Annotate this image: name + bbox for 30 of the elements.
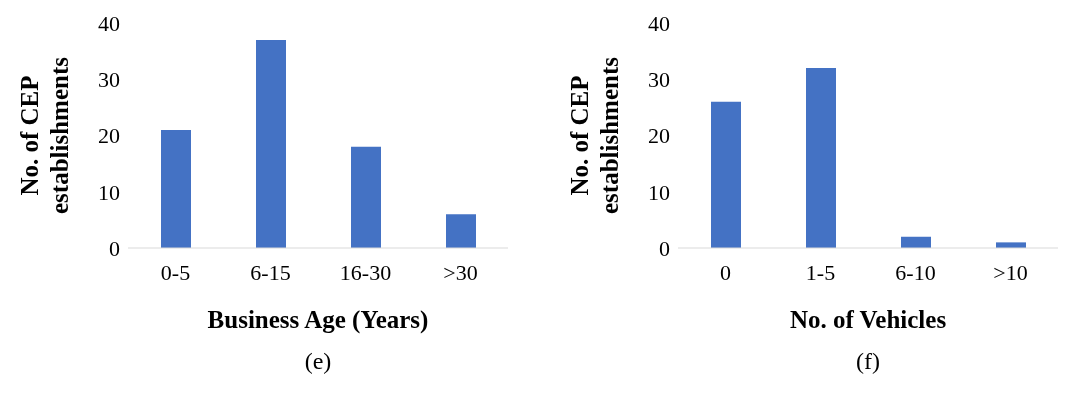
y-tick-label: 30 [98,67,120,93]
bar [711,101,741,248]
y-tick-label: 20 [648,123,670,149]
y-tick-label: 30 [648,67,670,93]
y-tick-label: 10 [98,179,120,205]
x-tick-label: 0 [720,259,731,285]
y-tick-label: 40 [648,10,670,36]
x-tick-label: 6-10 [895,259,936,285]
y-tick-label: 0 [659,235,670,261]
x-tick-label: 6-15 [250,259,291,285]
bar [161,129,191,248]
x-tick-label: 1-5 [805,259,836,285]
y-axis-title: No. of CEP establishments [16,56,73,214]
y-tick-label: 40 [98,10,120,36]
x-tick-label: >10 [993,259,1028,285]
x-tick-label: 16-30 [339,259,392,285]
x-tick-label: >30 [443,259,478,285]
text: (f) [855,348,881,375]
y-axis-title: No. of CEP establishments [566,56,623,214]
y-tick-label: 20 [98,123,120,149]
y-tick-label: 10 [648,179,670,205]
y-tick-label: 0 [109,235,120,261]
x-axis-title: No. of Vehicles [789,306,947,333]
x-axis-title: Business Age (Years) [207,306,429,334]
bar [806,68,836,248]
bar [446,214,476,248]
x-tick-label: 0-5 [160,259,191,285]
bar [351,146,381,248]
text: (e) [303,348,333,375]
bar [256,39,286,248]
